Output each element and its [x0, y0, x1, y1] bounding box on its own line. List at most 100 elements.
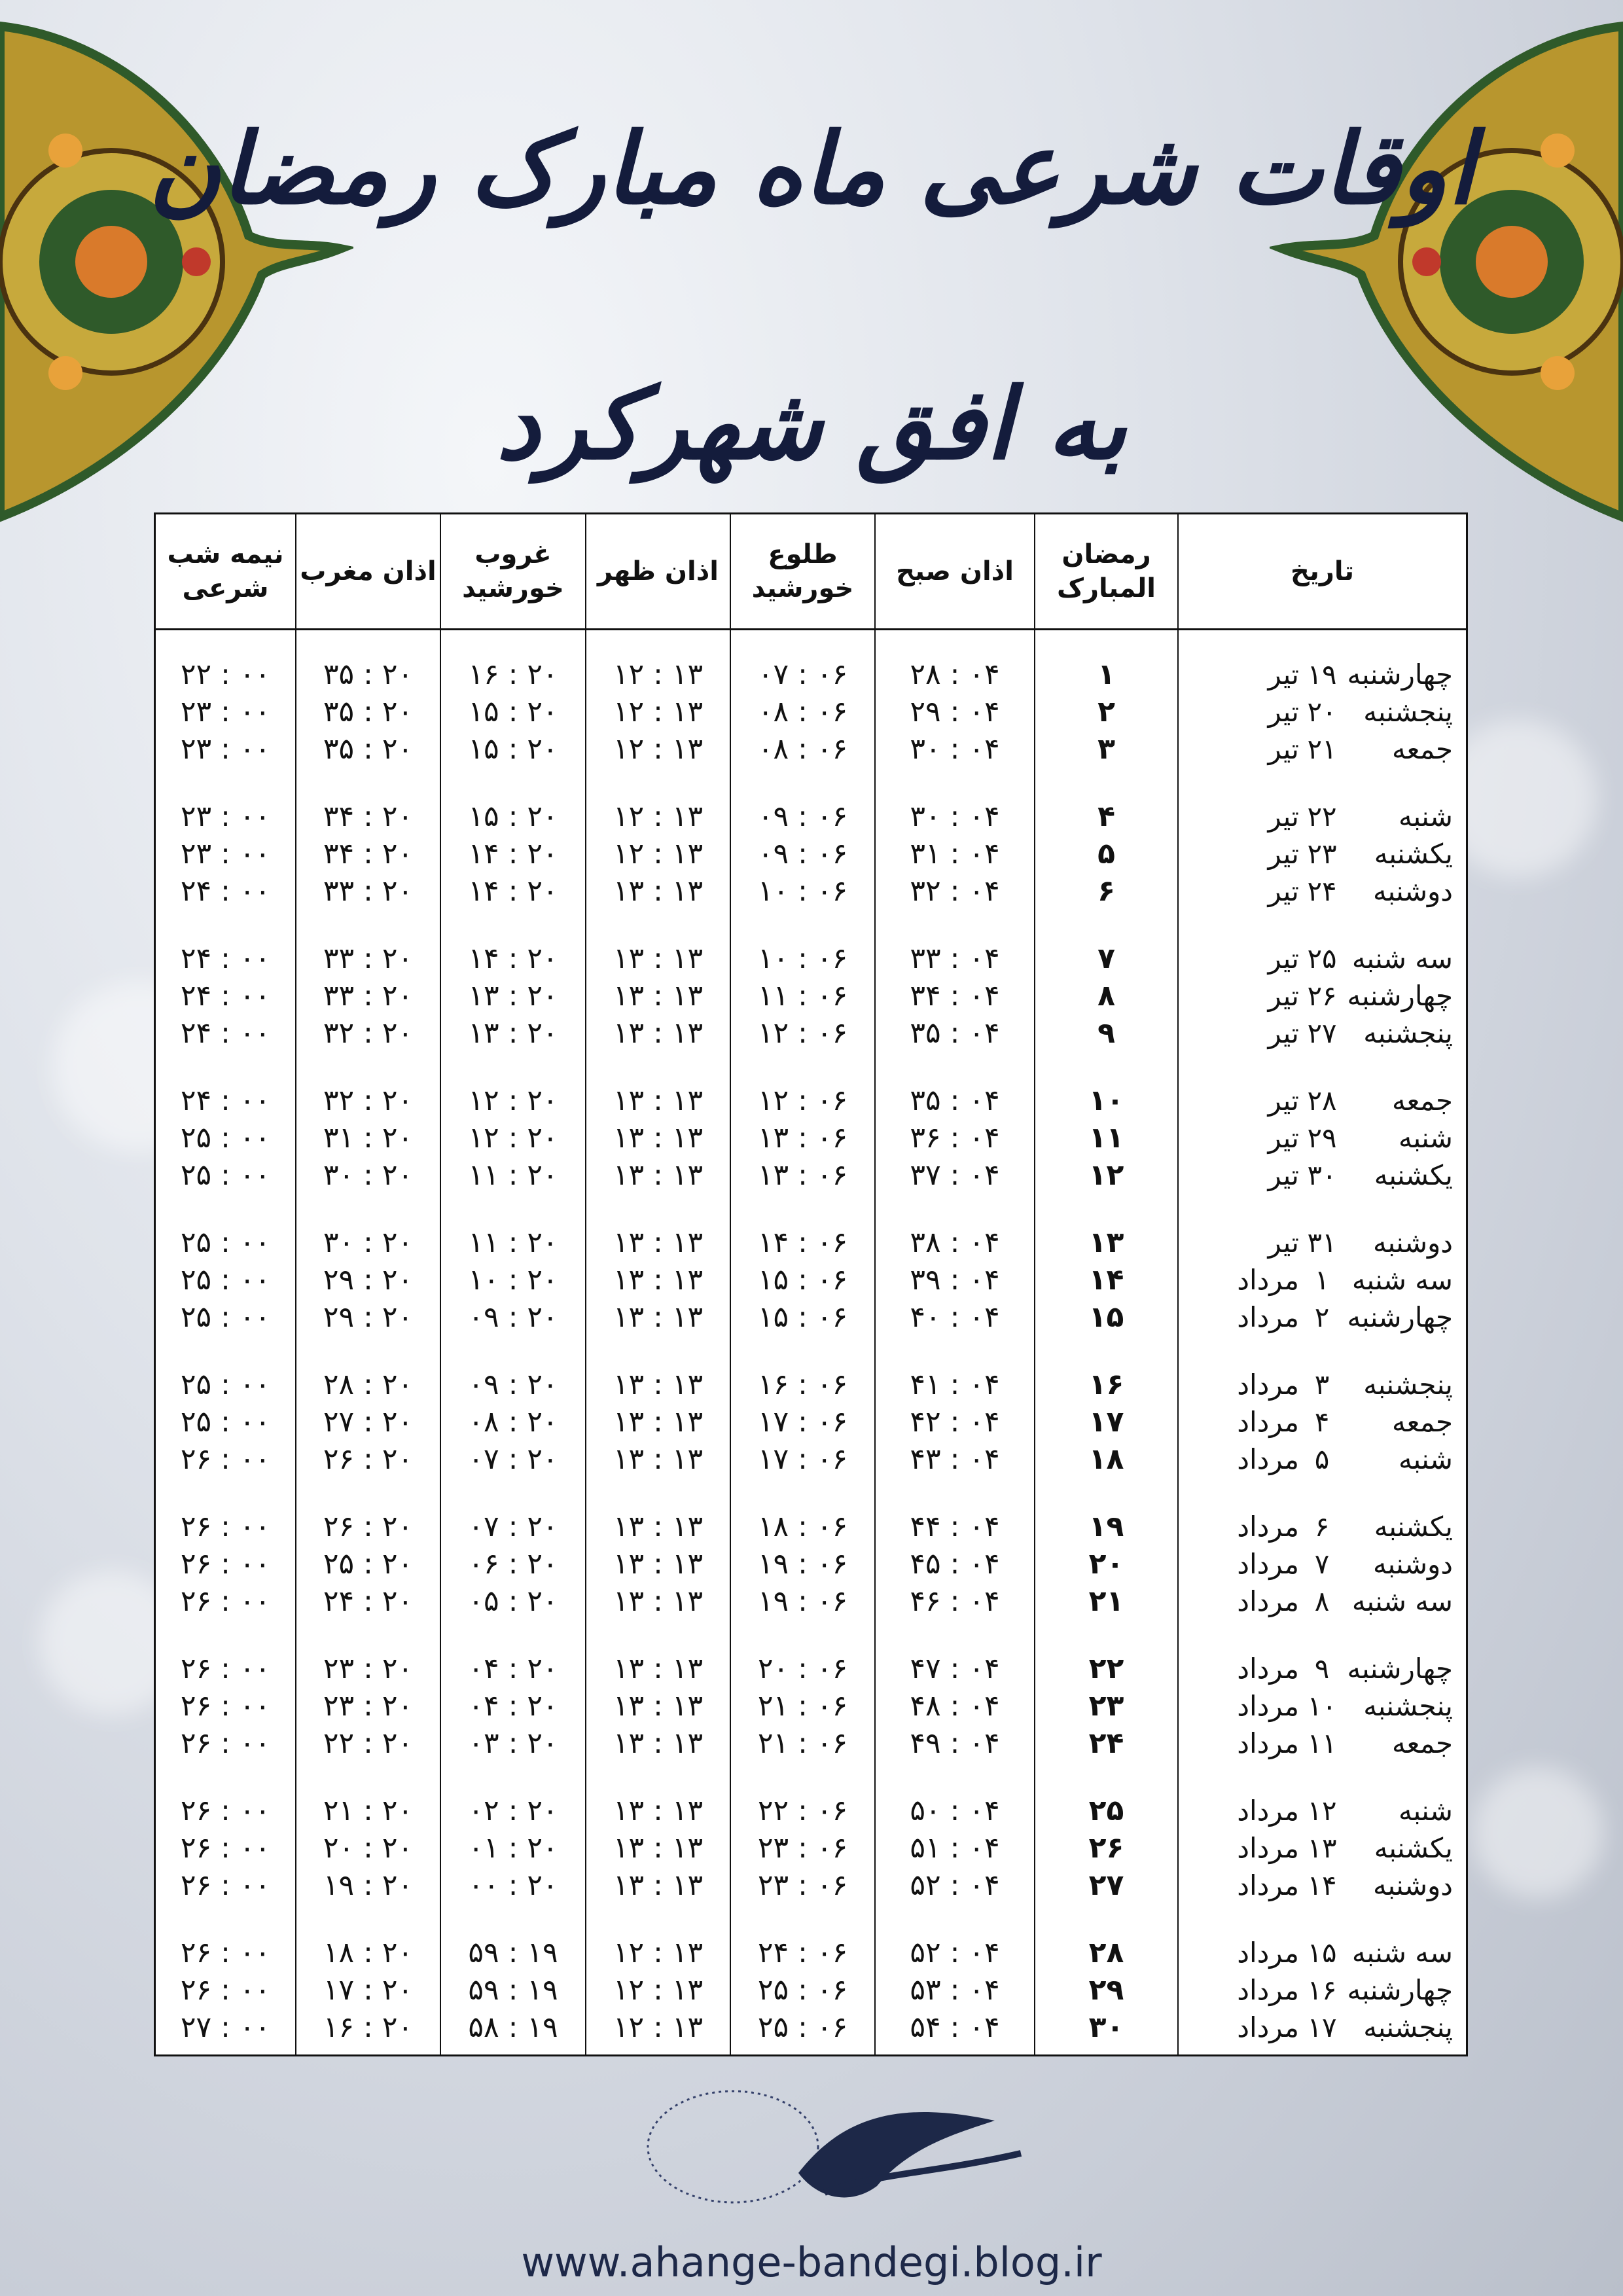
date-month: مرداد	[1237, 1301, 1299, 1333]
fajr-cell: ۰۴ : ۵۲	[910, 1869, 1000, 1902]
sunrise-cell: ۰۶ : ۲۱	[757, 1689, 848, 1723]
date-day: ۱۴	[1307, 1869, 1337, 1901]
fajr-cell: ۰۴ : ۴۰	[910, 1300, 1000, 1334]
ramadan-cell: ۱	[1097, 658, 1115, 691]
dhuhr-cell: ۱۳ : ۱۳	[613, 1263, 704, 1297]
row-group: ۰۶ : ۰۷ ۰۶ : ۰۸ ۰۶ : ۰۸	[731, 656, 874, 768]
date-cell: شنبه ۱۲ مرداد	[1179, 1792, 1466, 1829]
maghrib-cell: ۲۰ : ۲۳	[323, 1689, 414, 1723]
row-group: ۲۰ : ۳۴ ۲۰ : ۳۴ ۲۰ : ۳۳	[296, 798, 440, 910]
row-group: شنبه ۲۲ تیر یکشنبه ۲۳ تیر دوشنبه ۲۴ تیر	[1179, 798, 1466, 910]
date-day: ۲	[1314, 1301, 1330, 1333]
ramadan-cell: ۲۴	[1088, 1727, 1124, 1760]
sunrise-cell: ۰۶ : ۱۰	[757, 942, 848, 975]
row-group: ۲۰ : ۳۳ ۲۰ : ۳۳ ۲۰ : ۳۲	[296, 940, 440, 1052]
row-group: چهارشنبه ۹ مرداد پنجشنبه ۱۰ مرداد جمعه ۱۱ مرداد	[1179, 1650, 1466, 1762]
row-group: ۱۹ : ۵۹ ۱۹ : ۵۹ ۱۹ : ۵۸	[441, 1934, 585, 2046]
sunrise-cell: ۰۶ : ۲۳	[757, 1869, 848, 1902]
sunrise-cell: ۰۶ : ۱۴	[757, 1226, 848, 1259]
row-group: ۱۳ : ۱۳ ۱۳ : ۱۳ ۱۳ : ۱۳	[586, 1508, 730, 1620]
row-group: ۰۴ : ۴۴ ۰۴ : ۴۵ ۰۴ : ۴۶	[876, 1508, 1034, 1620]
date-weekday: دوشنبه	[1372, 1227, 1453, 1259]
website-url[interactable]: www.ahange-bandegi.blog.ir	[521, 2238, 1102, 2286]
column-maghrib: ۲۰ : ۳۵ ۲۰ : ۳۵ ۲۰ : ۳۵ ۲۰ : ۳۴ ۲۰ : ۳۴ ۲۰ : …	[295, 628, 440, 2054]
sunrise-cell: ۰۶ : ۱۹	[757, 1547, 848, 1581]
row-group: ۰۶ : ۰۹ ۰۶ : ۰۹ ۰۶ : ۱۰	[731, 798, 874, 910]
row-group: ۱۳ : ۱۳ ۱۳ : ۱۳ ۱۳ : ۱۳	[586, 1792, 730, 1904]
date-month: تیر	[1268, 696, 1299, 728]
row-group: ۲۰ : ۰۹ ۲۰ : ۰۸ ۲۰ : ۰۷	[441, 1366, 585, 1478]
midnight-cell: ۰۰ : ۲۳	[180, 732, 271, 766]
date-day: ۱۹	[1307, 658, 1337, 691]
date-weekday: پنجشنبه	[1363, 1369, 1453, 1401]
date-cell: پنجشنبه ۲۰ تیر	[1179, 693, 1466, 730]
column-ramadan: ۱ ۲ ۳ ۴ ۵ ۶ ۷ ۸ ۹ ۱۰ ۱۱ ۱۲ ۱۳ ۱۴ ۱۵ ۱۶ ۱۷ ۱۸ ۱۹ ۲۰ ۲۱ ۲۲ ۲۳ ۲۴ ۲…	[1034, 628, 1177, 2054]
sunrise-cell: ۰۶ : ۱۱	[757, 979, 848, 1013]
fajr-cell: ۰۴ : ۴۴	[910, 1510, 1000, 1543]
row-group: ۰۴ : ۵۲ ۰۴ : ۵۳ ۰۴ : ۵۴	[876, 1934, 1034, 2046]
fajr-cell: ۰۴ : ۳۰	[910, 732, 1000, 766]
date-weekday: یکشنبه	[1374, 1832, 1453, 1864]
ramadan-cell: ۹	[1097, 1016, 1115, 1050]
date-weekday: پنجشنبه	[1363, 2011, 1453, 2043]
date-month: مرداد	[1237, 1795, 1299, 1827]
header-sunset: غروب خورشید	[440, 514, 585, 628]
row-group: ۲۰ : ۳۰ ۲۰ : ۲۹ ۲۰ : ۲۹	[296, 1224, 440, 1336]
fajr-cell: ۰۴ : ۴۱	[910, 1368, 1000, 1401]
fajr-cell: ۰۴ : ۴۲	[910, 1405, 1000, 1439]
date-month: تیر	[1268, 1017, 1299, 1049]
date-weekday: جمعه	[1391, 1406, 1453, 1438]
date-day: ۳۰	[1307, 1159, 1337, 1191]
date-month: مرداد	[1237, 1548, 1299, 1580]
sunrise-cell: ۰۶ : ۰۹	[757, 800, 848, 833]
date-weekday: پنجشنبه	[1363, 696, 1453, 728]
maghrib-cell: ۲۰ : ۲۰	[323, 1831, 414, 1865]
row-group: ۰۶ : ۱۶ ۰۶ : ۱۷ ۰۶ : ۱۷	[731, 1366, 874, 1478]
row-group: ۲۰ : ۲۳ ۲۰ : ۲۳ ۲۰ : ۲۲	[296, 1650, 440, 1762]
row-group: جمعه ۲۸ تیر شنبه ۲۹ تیر یکشنبه ۳۰ تیر	[1179, 1082, 1466, 1194]
dhuhr-cell: ۱۳ : ۱۳	[613, 1121, 704, 1155]
date-weekday: سه شنبه	[1351, 942, 1453, 975]
date-day: ۱۵	[1307, 1937, 1337, 1969]
date-cell: چهارشنبه ۱۹ تیر	[1179, 656, 1466, 693]
row-group: ۰۶ : ۱۲ ۰۶ : ۱۳ ۰۶ : ۱۳	[731, 1082, 874, 1194]
dhuhr-cell: ۱۳ : ۱۳	[613, 1510, 704, 1543]
row-group: ۰۰ : ۲۴ ۰۰ : ۲۵ ۰۰ : ۲۵	[156, 1082, 295, 1194]
date-day: ۱	[1314, 1264, 1330, 1296]
ramadan-cell: ۲۲	[1088, 1652, 1124, 1685]
column-fajr: ۰۴ : ۲۸ ۰۴ : ۲۹ ۰۴ : ۳۰ ۰۴ : ۳۰ ۰۴ : ۳۱ ۰۴ : …	[874, 628, 1034, 2054]
row-group: سه شنبه ۱۵ مرداد چهارشنبه ۱۶ مرداد پنجشنبه ۱۷ مر…	[1179, 1934, 1466, 2046]
midnight-cell: ۰۰ : ۲۵	[180, 1405, 271, 1439]
fajr-cell: ۰۴ : ۳۱	[910, 837, 1000, 870]
ramadan-cell: ۷	[1097, 942, 1115, 975]
row-group: ۱۳ : ۱۳ ۱۳ : ۱۳ ۱۳ : ۱۳	[586, 1224, 730, 1336]
ramadan-cell: ۶	[1097, 874, 1115, 908]
date-month: تیر	[1268, 838, 1299, 870]
dhuhr-cell: ۱۳ : ۱۲	[613, 837, 704, 870]
dhuhr-cell: ۱۳ : ۱۳	[613, 1016, 704, 1050]
dhuhr-cell: ۱۳ : ۱۳	[613, 1727, 704, 1760]
date-cell: جمعه ۴ مرداد	[1179, 1403, 1466, 1441]
ramadan-cell: ۲۹	[1088, 1973, 1124, 2007]
fajr-cell: ۰۴ : ۴۷	[910, 1652, 1000, 1685]
sunset-cell: ۲۰ : ۱۱	[468, 1226, 558, 1259]
date-day: ۱۳	[1307, 1832, 1337, 1864]
dhuhr-cell: ۱۳ : ۱۳	[613, 1443, 704, 1476]
dhuhr-cell: ۱۳ : ۱۲	[613, 1936, 704, 1969]
date-weekday: چهارشنبه	[1347, 980, 1453, 1012]
column-date: چهارشنبه ۱۹ تیر پنجشنبه ۲۰ تیر جمعه ۲۱ تیر شنبه ۲۲…	[1177, 628, 1466, 2054]
ramadan-cell: ۳	[1097, 732, 1115, 766]
row-group: ۱۳ : ۱۳ ۱۳ : ۱۳ ۱۳ : ۱۳	[586, 1650, 730, 1762]
midnight-cell: ۰۰ : ۲۶	[180, 1936, 271, 1969]
sunrise-cell: ۰۶ : ۲۵	[757, 1973, 848, 2007]
date-month: تیر	[1268, 658, 1299, 691]
date-cell: چهارشنبه ۲۶ تیر	[1179, 977, 1466, 1014]
dhuhr-cell: ۱۳ : ۱۳	[613, 942, 704, 975]
sunset-cell: ۲۰ : ۱۶	[468, 658, 558, 691]
date-month: مرداد	[1237, 1585, 1299, 1617]
row-group: ۱۳ : ۱۲ ۱۳ : ۱۲ ۱۳ : ۱۲	[586, 1934, 730, 2046]
date-weekday: سه شنبه	[1351, 1585, 1453, 1617]
sunset-cell: ۲۰ : ۰۸	[468, 1405, 558, 1439]
column-sunrise: ۰۶ : ۰۷ ۰۶ : ۰۸ ۰۶ : ۰۸ ۰۶ : ۰۹ ۰۶ : ۰۹ ۰۶ : …	[730, 628, 874, 2054]
fajr-cell: ۰۴ : ۲۹	[910, 695, 1000, 728]
